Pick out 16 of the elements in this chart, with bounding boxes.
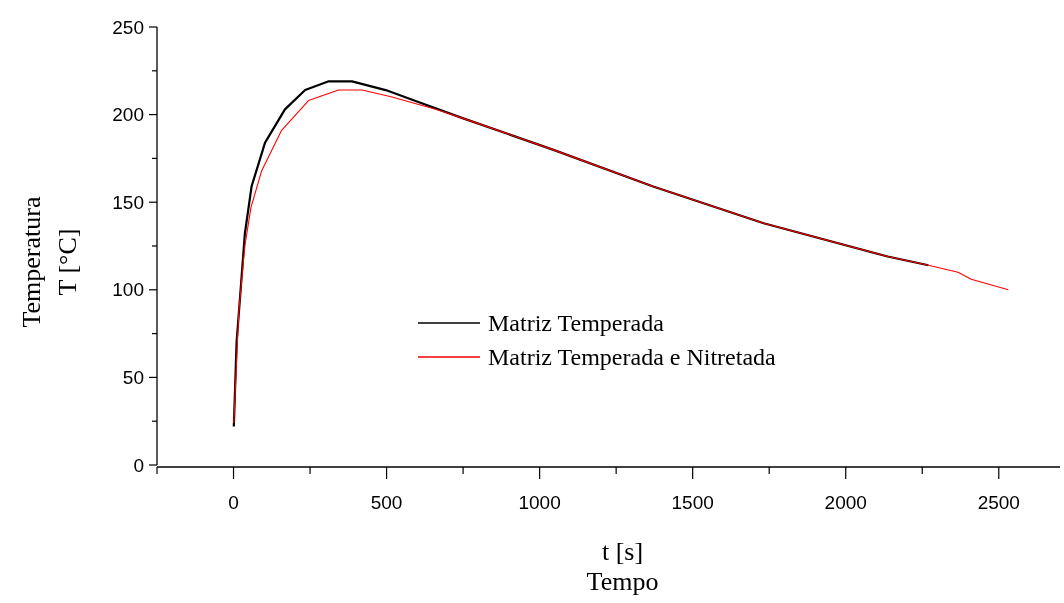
x-tick-label: 2000 — [824, 492, 867, 513]
x-tick-label: 1500 — [671, 492, 714, 513]
y-tick-label: 250 — [112, 16, 144, 38]
x-tick-label: 0 — [228, 492, 239, 513]
y-tick-label: 200 — [112, 104, 144, 126]
x-tick-label: 2500 — [977, 492, 1020, 513]
y-tick-label: 150 — [112, 191, 144, 213]
y-axis-title: Temperatura T [°C] — [17, 196, 82, 328]
x-tick-label: 1000 — [518, 492, 561, 513]
y-tick-label: 0 — [133, 454, 144, 476]
x-axis-title: t [s] Tempo — [586, 537, 659, 596]
legend-label: Matriz Temperada — [488, 310, 665, 337]
x-tick-label: 500 — [370, 492, 403, 513]
legend-label: Matriz Temperada e Nitretada — [488, 344, 777, 371]
y-tick-label: 50 — [122, 367, 144, 389]
y-tick-label: 100 — [112, 279, 144, 301]
